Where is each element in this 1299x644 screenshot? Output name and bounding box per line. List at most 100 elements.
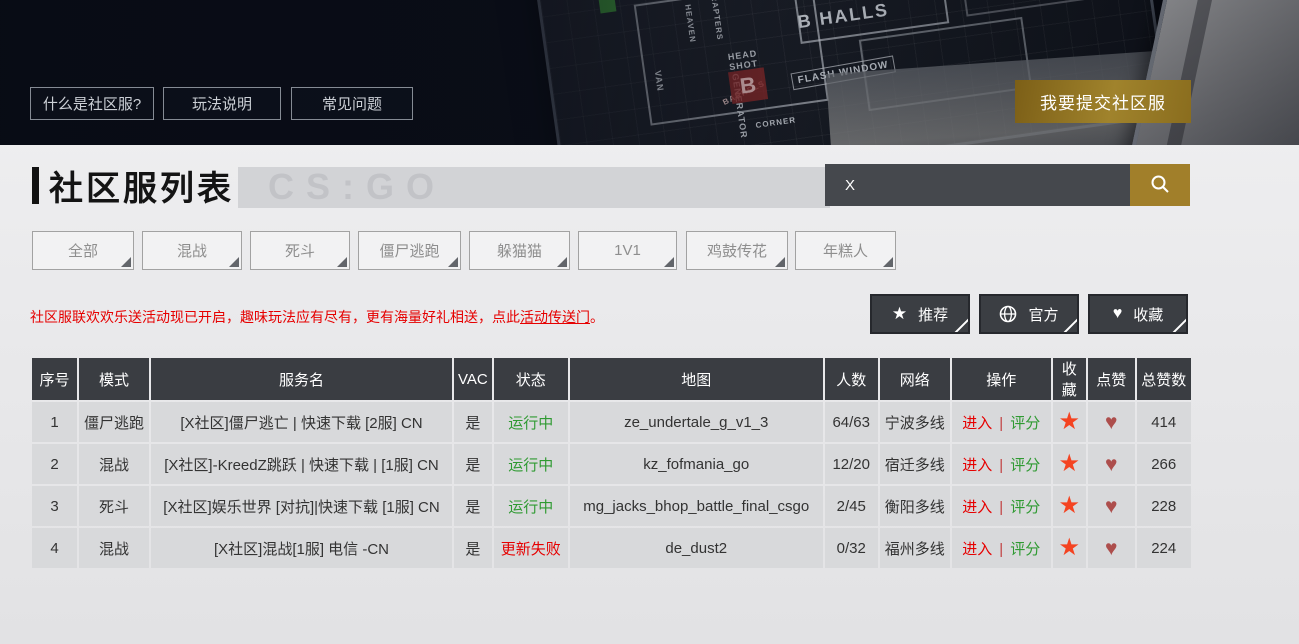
cell-mode: 混战 (79, 444, 149, 484)
official-label: 官方 (1028, 306, 1059, 324)
heart-icon: ♥ (1112, 305, 1123, 322)
cell-map: de_dust2 (569, 528, 823, 568)
top-banner: B MAIN B HALLS FLASH WINDOW HEAD SHOT VA… (0, 0, 1299, 145)
cell-network: 衡阳多线 (879, 486, 950, 526)
cell-network: 宿迁多线 (879, 444, 950, 484)
ops-separator: | (999, 498, 1004, 516)
cell-vac: 是 (454, 486, 492, 526)
cell-map: mg_jacks_bhop_battle_final_csgo (569, 486, 823, 526)
cell-players: 2/45 (824, 486, 878, 526)
cell-map: ze_undertale_g_v1_3 (569, 402, 823, 442)
globe-icon (999, 305, 1017, 323)
column-header-ops: 操作 (951, 358, 1051, 400)
cell-fav: ★ (1052, 486, 1086, 526)
cell-vac: 是 (454, 528, 492, 568)
status-badge: 更新失败 (500, 540, 561, 558)
like-heart-icon[interactable]: ♥ (1105, 536, 1118, 560)
csgo-watermark: CS:GO (238, 167, 830, 208)
banner-shade-overlay (0, 0, 1299, 145)
table-row: 1 僵尸逃跑 [X社区]僵尸逃亡 | 快速下载 [2服] CN 是 运行中 ze… (32, 402, 1191, 442)
cell-ops: 进入 | 评分 (951, 528, 1051, 568)
ops-separator: | (999, 540, 1004, 558)
ops-separator: | (999, 456, 1004, 474)
cell-ops: 进入 | 评分 (951, 444, 1051, 484)
filter-tab-deathmatch[interactable]: 混战 (142, 231, 242, 270)
filter-tab-duel[interactable]: 死斗 (250, 231, 350, 270)
cell-ops: 进入 | 评分 (951, 402, 1051, 442)
cell-mode: 混战 (79, 528, 149, 568)
cell-players: 64/63 (824, 402, 878, 442)
column-header-players: 人数 (824, 358, 878, 400)
cell-index: 4 (32, 528, 77, 568)
cell-name: [X社区]-KreedZ跳跃 | 快速下载 | [1服] CN (151, 444, 452, 484)
table-row: 4 混战 [X社区]混战[1服] 电信 -CN 是 更新失败 de_dust2 … (32, 528, 1191, 568)
official-button[interactable]: 官方 (979, 294, 1079, 334)
cell-network: 宁波多线 (879, 402, 950, 442)
rate-server-link[interactable]: 评分 (1010, 540, 1041, 558)
favorites-button[interactable]: ♥ 收藏 (1088, 294, 1188, 334)
event-portal-link[interactable]: 活动传送门 (520, 309, 590, 325)
cell-status: 运行中 (493, 402, 568, 442)
status-badge: 运行中 (508, 498, 554, 516)
enter-server-link[interactable]: 进入 (962, 456, 993, 474)
gameplay-guide-button[interactable]: 玩法说明 (163, 87, 281, 120)
cell-like: ♥ (1087, 528, 1135, 568)
search-button[interactable] (1130, 164, 1190, 206)
rate-server-link[interactable]: 评分 (1010, 456, 1041, 474)
cell-vac: 是 (454, 444, 492, 484)
enter-server-link[interactable]: 进入 (962, 498, 993, 516)
cell-players: 0/32 (824, 528, 878, 568)
column-header-mode: 模式 (79, 358, 149, 400)
favorite-star-icon[interactable]: ★ (1058, 492, 1080, 519)
cell-name: [X社区]混战[1服] 电信 -CN (151, 528, 452, 568)
column-header-map: 地图 (569, 358, 823, 400)
enter-server-link[interactable]: 进入 (962, 414, 993, 432)
cell-name: [X社区]娱乐世界 [对抗]|快速下载 [1服] CN (151, 486, 452, 526)
search-input[interactable] (825, 164, 1130, 206)
cell-mode: 僵尸逃跑 (79, 402, 149, 442)
cell-index: 3 (32, 486, 77, 526)
what-is-community-server-button[interactable]: 什么是社区服? (30, 87, 154, 120)
favorite-star-icon[interactable]: ★ (1058, 534, 1080, 561)
like-heart-icon[interactable]: ♥ (1105, 494, 1118, 518)
submit-community-server-button[interactable]: 我要提交社区服 (1015, 80, 1191, 123)
cell-vac: 是 (454, 402, 492, 442)
cell-total: 266 (1136, 444, 1191, 484)
faq-button[interactable]: 常见问题 (291, 87, 413, 120)
column-header-like: 点赞 (1087, 358, 1135, 400)
search-icon (1149, 173, 1171, 198)
table-header-row: 序号 模式 服务名 VAC 状态 地图 人数 网络 操作 收藏 点赞 总赞数 (32, 358, 1191, 400)
enter-server-link[interactable]: 进入 (962, 540, 993, 558)
cell-name: [X社区]僵尸逃亡 | 快速下载 [2服] CN (151, 402, 452, 442)
cell-map: kz_fofmania_go (569, 444, 823, 484)
notice-text: 社区服联欢欢乐送活动现已开启，趣味玩法应有尽有，更有海量好礼相送，点此 (30, 309, 520, 325)
column-header-status: 状态 (493, 358, 568, 400)
cell-like: ♥ (1087, 402, 1135, 442)
table-row: 3 死斗 [X社区]娱乐世界 [对抗]|快速下载 [1服] CN 是 运行中 m… (32, 486, 1191, 526)
rate-server-link[interactable]: 评分 (1010, 498, 1041, 516)
page-title: 社区服列表 (49, 170, 234, 208)
cell-status: 运行中 (493, 444, 568, 484)
cell-total: 228 (1136, 486, 1191, 526)
filter-tab-zombie[interactable]: 僵尸逃跑 (358, 231, 461, 270)
cell-fav: ★ (1052, 528, 1086, 568)
cell-network: 福州多线 (879, 528, 950, 568)
filter-tab-all[interactable]: 全部 (32, 231, 134, 270)
filter-tab-1v1[interactable]: 1V1 (578, 231, 677, 270)
rate-server-link[interactable]: 评分 (1010, 414, 1041, 432)
favorite-star-icon[interactable]: ★ (1058, 408, 1080, 435)
cell-total: 414 (1136, 402, 1191, 442)
filter-tab-pass-flower[interactable]: 鸡鼓传花 (686, 231, 788, 270)
favorite-star-icon[interactable]: ★ (1058, 450, 1080, 477)
cell-status: 更新失败 (493, 528, 568, 568)
column-header-index: 序号 (32, 358, 77, 400)
column-header-network: 网络 (879, 358, 950, 400)
like-heart-icon[interactable]: ♥ (1105, 410, 1118, 434)
notice-suffix: 。 (590, 309, 604, 325)
recommended-label: 推荐 (918, 306, 949, 324)
like-heart-icon[interactable]: ♥ (1105, 452, 1118, 476)
recommended-button[interactable]: ★ 推荐 (870, 294, 970, 334)
filter-tab-hideseek[interactable]: 躲猫猫 (469, 231, 570, 270)
status-badge: 运行中 (508, 414, 554, 432)
filter-tab-ricecake[interactable]: 年糕人 (795, 231, 896, 270)
